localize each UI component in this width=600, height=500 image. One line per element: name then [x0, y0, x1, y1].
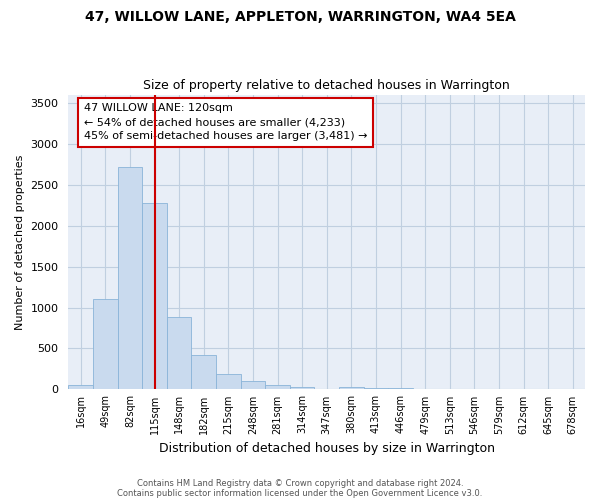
Text: Contains public sector information licensed under the Open Government Licence v3: Contains public sector information licen… — [118, 488, 482, 498]
Bar — [216, 374, 241, 390]
Bar — [142, 202, 167, 390]
Bar — [118, 166, 142, 390]
Bar — [265, 384, 290, 390]
Bar — [339, 388, 364, 390]
Bar — [364, 388, 388, 390]
Bar — [191, 356, 216, 390]
Text: 47 WILLOW LANE: 120sqm
← 54% of detached houses are smaller (4,233)
45% of semi-: 47 WILLOW LANE: 120sqm ← 54% of detached… — [84, 104, 367, 142]
Bar — [241, 381, 265, 390]
Bar — [388, 388, 413, 390]
Y-axis label: Number of detached properties: Number of detached properties — [15, 154, 25, 330]
Bar — [167, 318, 191, 390]
Bar — [93, 300, 118, 390]
Title: Size of property relative to detached houses in Warrington: Size of property relative to detached ho… — [143, 79, 510, 92]
Text: Contains HM Land Registry data © Crown copyright and database right 2024.: Contains HM Land Registry data © Crown c… — [137, 478, 463, 488]
Bar — [68, 386, 93, 390]
X-axis label: Distribution of detached houses by size in Warrington: Distribution of detached houses by size … — [159, 442, 495, 455]
Text: 47, WILLOW LANE, APPLETON, WARRINGTON, WA4 5EA: 47, WILLOW LANE, APPLETON, WARRINGTON, W… — [85, 10, 515, 24]
Bar — [290, 386, 314, 390]
